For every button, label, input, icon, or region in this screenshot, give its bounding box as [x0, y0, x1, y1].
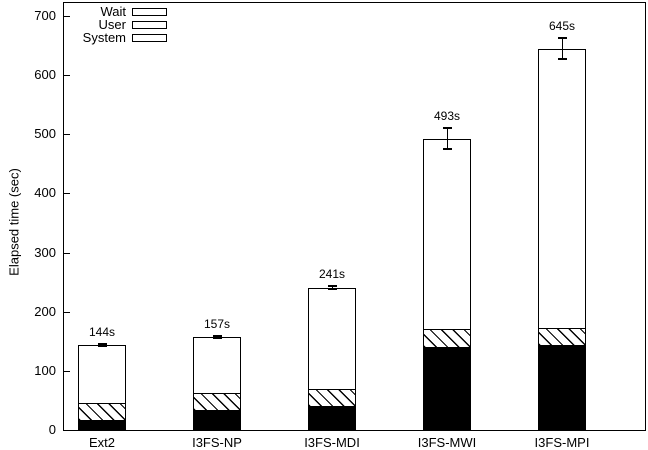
- bar-total-label: 241s: [318, 267, 346, 282]
- legend-label: User: [98, 17, 126, 32]
- error-bar-cap-bottom: [327, 287, 337, 290]
- y-tick-mark: [64, 371, 70, 372]
- bar-Ext2: [78, 344, 126, 430]
- error-bar-line: [561, 36, 563, 61]
- y-tick-mark: [64, 253, 70, 254]
- y-tick-label: 700: [34, 8, 56, 23]
- x-tick-label-Ext2: Ext2: [88, 435, 116, 450]
- bar-I3FS-MPI: [538, 48, 586, 430]
- bar-total-label: 144s: [88, 325, 116, 340]
- y-tick-label: 100: [34, 363, 56, 378]
- x-tick-label-I3FS-MWI: I3FS-MWI: [417, 435, 477, 450]
- bar-segment-user: [193, 393, 241, 411]
- y-tick-mark: [64, 75, 70, 76]
- bar-I3FS-NP: [193, 337, 241, 430]
- x-tick-label-I3FS-MDI: I3FS-MDI: [304, 435, 360, 450]
- bar-segment-wait: [308, 287, 356, 390]
- bar-I3FS-MDI: [308, 287, 356, 430]
- error-bar-cap-top: [97, 343, 107, 346]
- error-bar-cap-bottom: [97, 344, 107, 347]
- legend-item-system: System: [70, 30, 167, 45]
- legend-label: Wait: [100, 4, 126, 19]
- bar-total-label: 645s: [548, 18, 576, 33]
- bar-I3FS-MWI: [423, 138, 471, 430]
- legend: Wait User System: [70, 4, 167, 45]
- error-bar-cap-top: [442, 127, 452, 130]
- bar-segment-wait: [78, 344, 126, 405]
- y-tick-mark: [64, 312, 70, 313]
- y-tick-label: 0: [48, 422, 56, 437]
- error-bar-cap-top: [557, 36, 567, 39]
- bar-total-label: 157s: [203, 317, 231, 332]
- error-bar: [442, 127, 452, 150]
- bar-segment-system: [538, 344, 586, 430]
- error-bar-cap-top: [327, 285, 337, 288]
- bar-segment-wait: [193, 337, 241, 395]
- legend-swatch-user: [132, 21, 167, 29]
- legend-swatch-system: [132, 34, 167, 42]
- legend-item-wait: Wait: [70, 4, 167, 19]
- bar-segment-wait: [538, 48, 586, 330]
- legend-label: System: [82, 30, 126, 45]
- error-bar-line: [331, 285, 333, 290]
- bar-segment-user: [423, 329, 471, 349]
- error-bar: [212, 335, 222, 339]
- plot-area: Wait User System 144s 157s 241s 493s 645s: [63, 2, 646, 431]
- y-tick-label: 500: [34, 126, 56, 141]
- bar-segment-system: [308, 405, 356, 430]
- bar-segment-user: [308, 389, 356, 407]
- error-bar-cap-bottom: [557, 58, 567, 61]
- bar-segment-system: [78, 419, 126, 430]
- error-bar-cap-top: [212, 335, 222, 338]
- y-tick-label: 600: [34, 67, 56, 82]
- error-bar-cap-bottom: [442, 147, 452, 150]
- bar-segment-system: [423, 347, 471, 430]
- bar-total-label: 493s: [433, 109, 461, 124]
- error-bar-cap-bottom: [212, 336, 222, 339]
- y-tick-mark: [64, 16, 70, 17]
- bar-segment-user: [78, 403, 126, 421]
- error-bar: [97, 343, 107, 347]
- bar-segment-system: [193, 409, 241, 430]
- bar-segment-user: [538, 328, 586, 346]
- error-bar-line: [446, 127, 448, 150]
- error-bar: [557, 36, 567, 61]
- y-tick-label: 400: [34, 185, 56, 200]
- bar-segment-wait: [423, 138, 471, 331]
- y-tick-label: 300: [34, 245, 56, 260]
- y-tick-mark: [64, 134, 70, 135]
- legend-swatch-wait: [132, 8, 167, 16]
- error-bar: [327, 285, 337, 290]
- y-tick-mark: [64, 193, 70, 194]
- y-tick-label: 200: [34, 304, 56, 319]
- x-tick-label-I3FS-NP: I3FS-NP: [192, 435, 242, 450]
- x-tick-label-I3FS-MPI: I3FS-MPI: [534, 435, 590, 450]
- legend-item-user: User: [70, 17, 167, 32]
